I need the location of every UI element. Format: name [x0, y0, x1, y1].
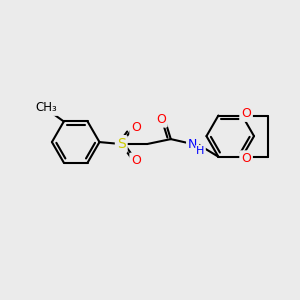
- Text: O: O: [156, 113, 166, 126]
- Text: CH₃: CH₃: [35, 101, 57, 114]
- Text: O: O: [241, 107, 251, 120]
- Text: S: S: [117, 137, 126, 151]
- Text: O: O: [131, 121, 141, 134]
- Text: H: H: [196, 146, 205, 156]
- Text: O: O: [131, 154, 141, 167]
- Text: N: N: [188, 138, 197, 151]
- Text: O: O: [241, 152, 251, 165]
